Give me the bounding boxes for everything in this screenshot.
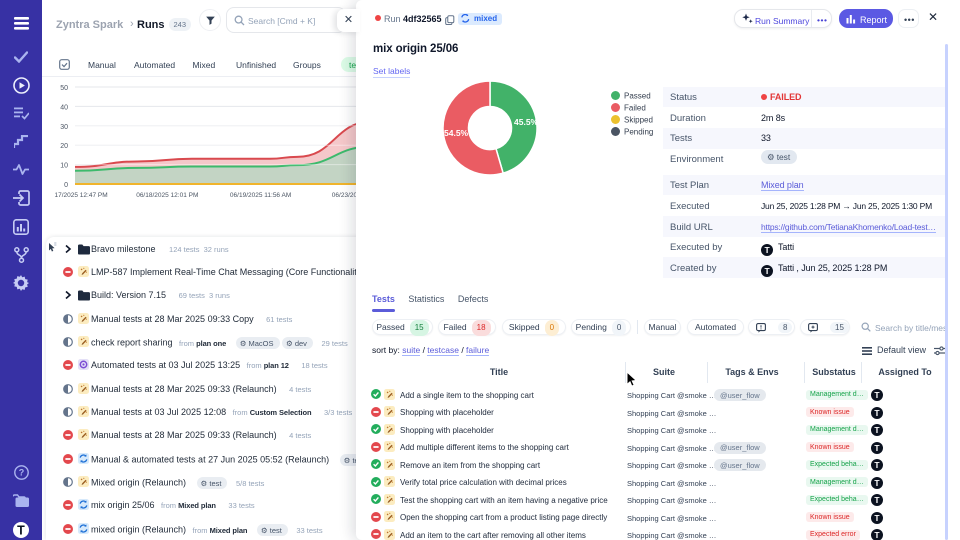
svg-text:06/18/2025 12:01 PM: 06/18/2025 12:01 PM	[136, 192, 198, 199]
svg-text:10: 10	[60, 163, 68, 170]
svg-text:06/23/2025 11:09 AM: 06/23/2025 11:09 AM	[332, 192, 356, 199]
svg-text:?: ?	[18, 468, 24, 478]
svg-text:20: 20	[60, 143, 68, 150]
svg-text:50: 50	[60, 85, 68, 92]
svg-text:06/19/2025 11:56 AM: 06/19/2025 11:56 AM	[230, 192, 291, 199]
svg-text:0: 0	[64, 182, 68, 189]
svg-text:40: 40	[60, 104, 68, 111]
svg-text:T: T	[17, 523, 25, 537]
svg-text:17/2025 12:47 PM: 17/2025 12:47 PM	[55, 192, 108, 199]
svg-text:30: 30	[60, 124, 68, 131]
